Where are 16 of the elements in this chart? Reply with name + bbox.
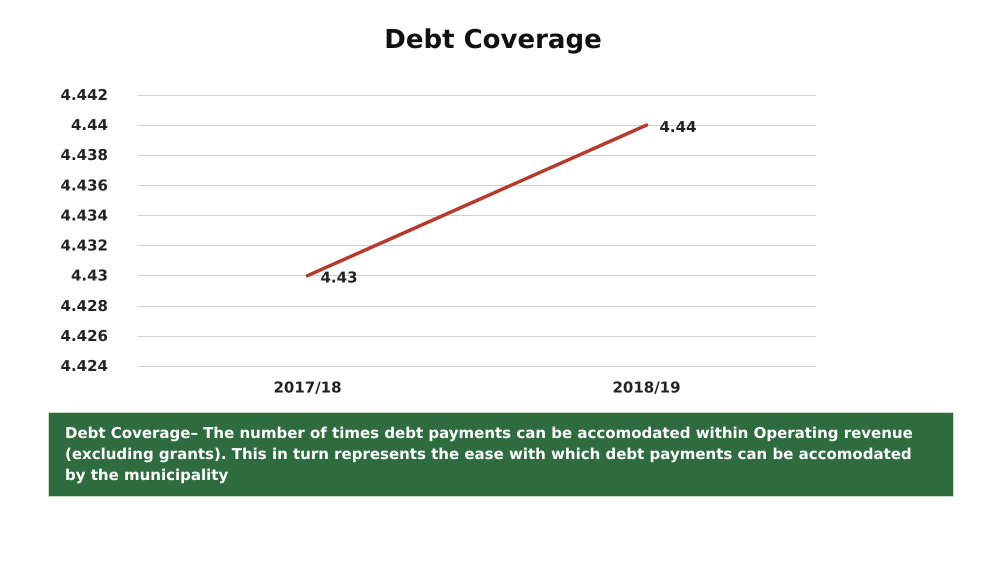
y-tick-label: 4.434 xyxy=(60,206,108,224)
y-tick-label: 4.44 xyxy=(70,116,108,134)
chart-title: Debt Coverage xyxy=(384,25,602,55)
x-tick-label: 2017/18 xyxy=(273,378,342,396)
x-tick-label: 2018/19 xyxy=(612,378,681,396)
y-tick-label: 4.43 xyxy=(70,266,108,285)
y-tick-label: 4.438 xyxy=(60,146,108,164)
y-tick-label: 4.432 xyxy=(60,236,108,255)
y-tick-label: 4.436 xyxy=(60,176,108,194)
y-tick-label: 4.424 xyxy=(60,357,108,375)
data-label: 4.44 xyxy=(660,118,697,136)
text: Debt Coverage– The number of times debt payments can be accomodated within Operating revenue (excluding grants). This in turn represents the ease with which debt payments can be accomodated by the municipality xyxy=(48,412,954,497)
y-tick-label: 4.428 xyxy=(60,296,108,315)
data-label: 4.43 xyxy=(320,268,358,287)
y-tick-label: 4.442 xyxy=(60,86,108,104)
y-tick-label: 4.426 xyxy=(60,326,108,345)
